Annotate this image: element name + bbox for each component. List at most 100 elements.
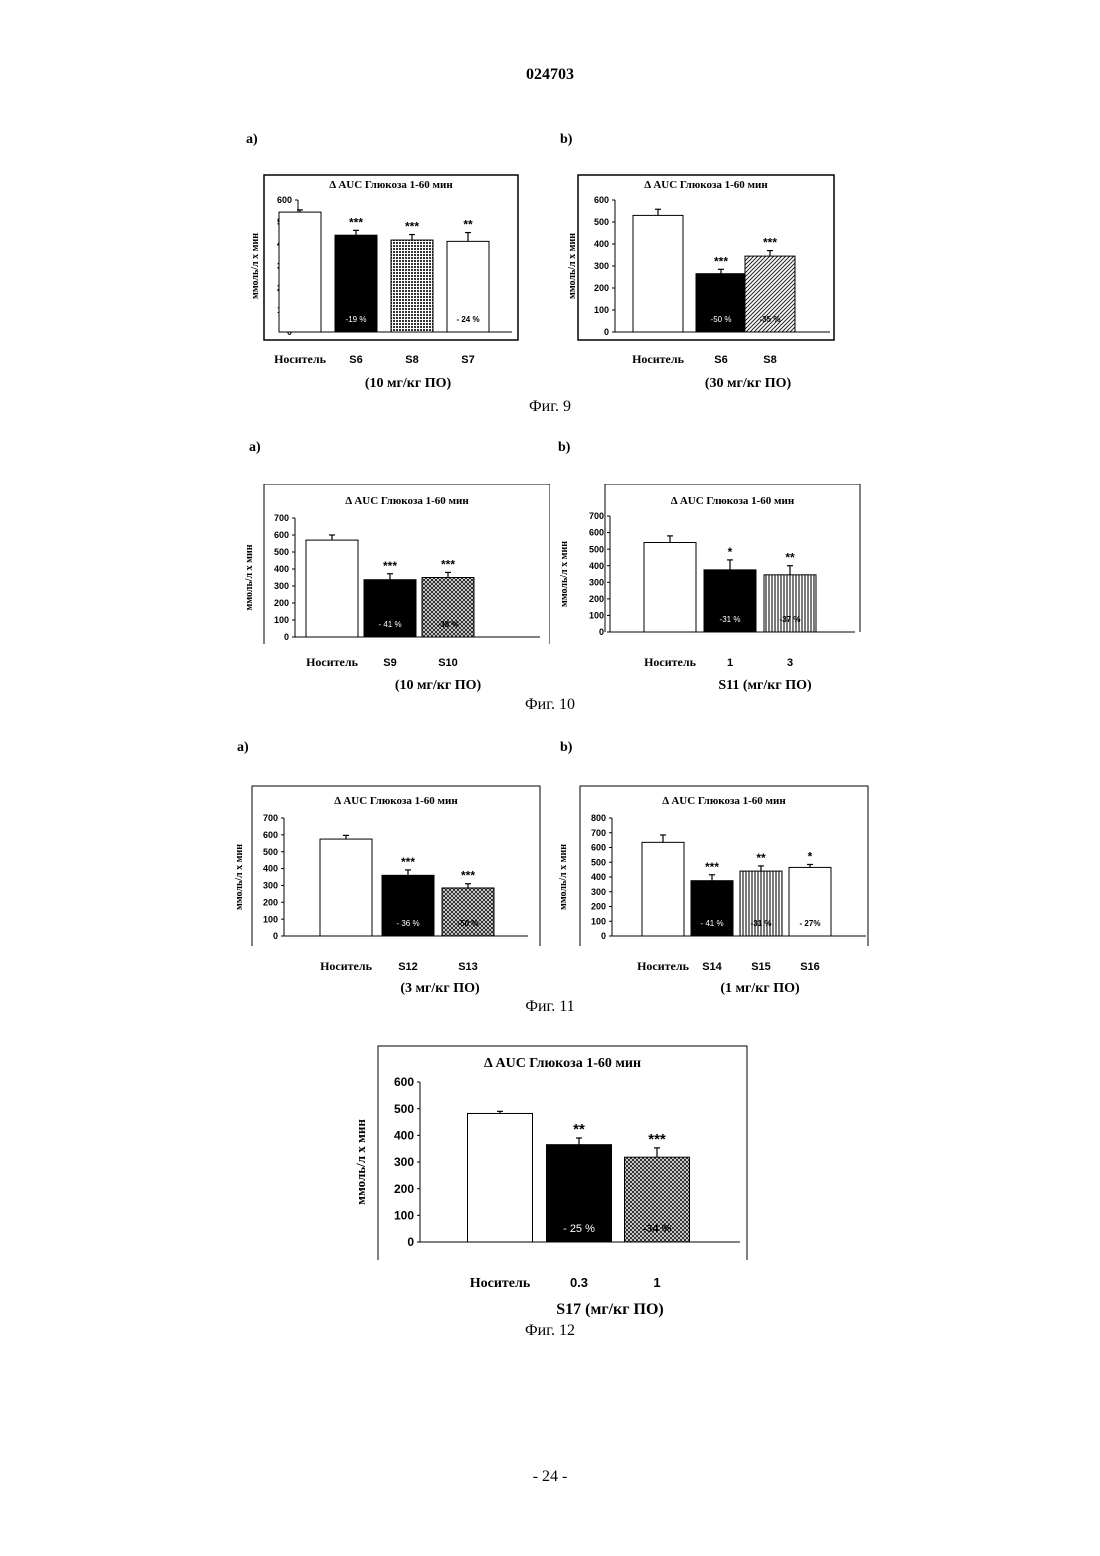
y-tick-label: 0 bbox=[601, 931, 606, 941]
y-tick-label: 0 bbox=[407, 1235, 414, 1249]
dose-group-label: (10 мг/кг ПО) bbox=[365, 376, 452, 391]
y-tick-label: 200 bbox=[594, 283, 609, 293]
y-tick-label: 700 bbox=[263, 813, 278, 823]
bar-value-label: -31 % bbox=[720, 615, 741, 624]
y-tick-label: 0 bbox=[599, 627, 604, 637]
y-tick-label: 500 bbox=[274, 547, 289, 557]
y-axis-label: ммоль/л х мин bbox=[558, 844, 569, 910]
x-tick-label: Носитель bbox=[470, 1276, 531, 1291]
y-tick-label: 200 bbox=[589, 594, 604, 604]
y-tick-label: 300 bbox=[594, 261, 609, 271]
bar bbox=[320, 839, 372, 936]
y-tick-label: 500 bbox=[591, 857, 606, 867]
bar-value-label: -50 % bbox=[458, 919, 479, 928]
figure-caption-12: Фиг. 12 bbox=[450, 1322, 650, 1340]
y-tick-label: 500 bbox=[263, 847, 278, 857]
y-tick-label: 700 bbox=[589, 511, 604, 521]
x-tick-label: S6 bbox=[714, 354, 727, 366]
x-tick-label: S14 bbox=[702, 961, 722, 973]
significance-label: ** bbox=[756, 851, 766, 865]
y-tick-label: 700 bbox=[591, 828, 606, 838]
significance-label: * bbox=[808, 849, 813, 863]
dose-group-label: (3 мг/кг ПО) bbox=[400, 981, 480, 996]
bar bbox=[306, 540, 358, 637]
y-tick-label: 100 bbox=[263, 914, 278, 924]
x-tick-label: 1 bbox=[727, 657, 733, 669]
dose-group-label: (10 мг/кг ПО) bbox=[395, 678, 482, 693]
figure-caption-9: Фиг. 9 bbox=[450, 398, 650, 416]
y-tick-label: 300 bbox=[394, 1155, 414, 1169]
chart-fig11b: Δ AUC Глюкоза 1-60 минммоль/л х мин01002… bbox=[550, 784, 875, 999]
y-tick-label: 0 bbox=[604, 327, 609, 337]
y-tick-label: 0 bbox=[284, 632, 289, 642]
y-tick-label: 600 bbox=[263, 830, 278, 840]
chart-title: Δ AUC Глюкоза 1-60 мин bbox=[345, 495, 469, 507]
chart-title: Δ AUC Глюкоза 1-60 мин bbox=[329, 179, 453, 191]
bar bbox=[468, 1113, 533, 1242]
panel-label-10b: b) bbox=[558, 440, 570, 456]
y-tick-label: 800 bbox=[591, 813, 606, 823]
y-tick-label: 400 bbox=[263, 864, 278, 874]
y-tick-label: 200 bbox=[263, 897, 278, 907]
chart-fig10b: Δ AUC Глюкоза 1-60 минммоль/л х мин01002… bbox=[555, 484, 865, 694]
significance-label: *** bbox=[441, 557, 455, 571]
chart-title: Δ AUC Глюкоза 1-60 мин bbox=[334, 795, 458, 807]
x-tick-label: Носитель bbox=[320, 959, 373, 973]
significance-label: *** bbox=[648, 1131, 666, 1148]
y-tick-label: 100 bbox=[594, 305, 609, 315]
y-tick-label: 500 bbox=[594, 217, 609, 227]
chart-fig9b: Δ AUC Глюкоза 1-60 минммоль/л х мин01002… bbox=[560, 170, 850, 395]
x-tick-label: S13 bbox=[458, 961, 478, 973]
y-axis-label: ммоль/л х мин bbox=[250, 233, 261, 299]
y-tick-label: 400 bbox=[591, 872, 606, 882]
x-tick-label: 0.3 bbox=[570, 1275, 588, 1290]
x-tick-label: S16 bbox=[800, 961, 820, 973]
significance-label: *** bbox=[383, 559, 397, 573]
significance-label: *** bbox=[461, 869, 475, 883]
y-tick-label: 400 bbox=[594, 239, 609, 249]
panel-label-11b: b) bbox=[560, 740, 572, 756]
x-tick-label: S10 bbox=[438, 657, 458, 669]
bar-value-label: -34 % bbox=[643, 1223, 672, 1235]
chart-fig9a: Δ AUC Глюкоза 1-60 минммоль/л х мин01002… bbox=[240, 170, 550, 395]
dose-group-label: S17 (мг/кг ПО) bbox=[556, 1301, 664, 1318]
bar-value-label: -31 % bbox=[751, 919, 772, 928]
bar-value-label: -50 % bbox=[711, 315, 732, 324]
chart-fig12: Δ AUC Глюкоза 1-60 минммоль/л х мин01002… bbox=[345, 1044, 765, 1322]
significance-label: *** bbox=[401, 855, 415, 869]
y-tick-label: 300 bbox=[274, 581, 289, 591]
x-tick-label: S6 bbox=[349, 354, 362, 366]
chart-title: Δ AUC Глюкоза 1-60 мин bbox=[671, 495, 795, 507]
chart-title: Δ AUC Глюкоза 1-60 мин bbox=[662, 795, 786, 807]
y-tick-label: 600 bbox=[594, 195, 609, 205]
y-tick-label: 600 bbox=[274, 530, 289, 540]
bar bbox=[279, 212, 321, 332]
y-tick-label: 600 bbox=[394, 1075, 414, 1089]
x-tick-label: Носитель bbox=[306, 655, 359, 669]
bar-value-label: -38 % bbox=[438, 620, 459, 629]
y-tick-label: 100 bbox=[394, 1209, 414, 1223]
significance-label: *** bbox=[763, 236, 777, 250]
bar bbox=[642, 842, 684, 936]
significance-label: *** bbox=[405, 220, 419, 234]
x-tick-label: Носитель bbox=[637, 959, 690, 973]
x-tick-label: Носитель bbox=[632, 352, 685, 366]
y-axis-label: ммоль/л х мин bbox=[559, 541, 570, 607]
significance-label: ** bbox=[573, 1121, 585, 1138]
bar-value-label: - 27% bbox=[800, 919, 821, 928]
bar bbox=[633, 215, 683, 332]
x-tick-label: Носитель bbox=[644, 655, 697, 669]
x-tick-label: S7 bbox=[461, 354, 474, 366]
bar-value-label: - 36 % bbox=[396, 919, 419, 928]
bar-value-label: - 25 % bbox=[563, 1223, 595, 1235]
y-axis-label: ммоль/л х мин bbox=[234, 844, 245, 910]
chart-fig10a: Δ AUC Глюкоза 1-60 минммоль/л х мин01002… bbox=[240, 484, 550, 694]
y-tick-label: 500 bbox=[394, 1102, 414, 1116]
y-tick-label: 400 bbox=[274, 564, 289, 574]
y-tick-label: 200 bbox=[591, 902, 606, 912]
x-tick-label: S8 bbox=[763, 354, 776, 366]
bar bbox=[391, 240, 433, 332]
x-tick-label: S12 bbox=[398, 961, 418, 973]
chart-title: Δ AUC Глюкоза 1-60 мин bbox=[644, 179, 768, 191]
chart-title: Δ AUC Глюкоза 1-60 мин bbox=[484, 1056, 641, 1071]
